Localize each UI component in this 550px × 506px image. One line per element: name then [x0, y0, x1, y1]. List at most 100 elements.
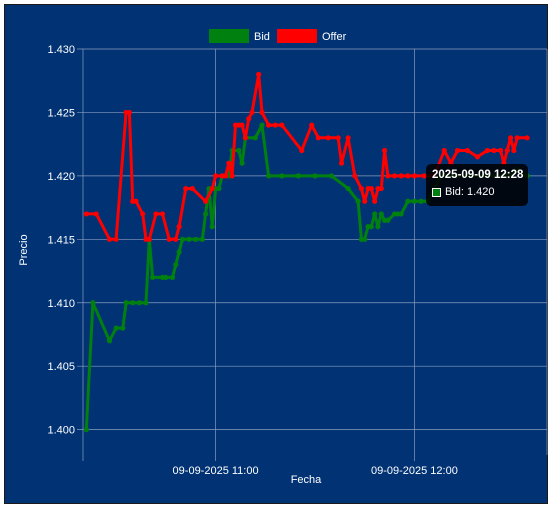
offer-data-point[interactable]	[126, 109, 132, 116]
offer-data-point[interactable]	[338, 160, 345, 166]
legend-swatch-offer[interactable]	[277, 29, 317, 43]
bid-data-point[interactable]	[378, 211, 384, 217]
offer-data-point[interactable]	[246, 116, 252, 122]
bid-data-point[interactable]	[236, 147, 242, 154]
bid-data-point[interactable]	[113, 325, 119, 331]
bid-data-point[interactable]	[405, 198, 411, 204]
bid-data-point[interactable]	[209, 224, 215, 230]
offer-data-point[interactable]	[504, 147, 510, 154]
offer-data-point[interactable]	[484, 147, 490, 154]
bid-data-point[interactable]	[239, 160, 245, 166]
bid-data-point[interactable]	[385, 217, 391, 223]
offer-data-point[interactable]	[209, 185, 215, 192]
offer-data-point[interactable]	[166, 236, 172, 242]
offer-data-point[interactable]	[454, 147, 461, 154]
offer-data-point[interactable]	[176, 224, 182, 230]
offer-data-point[interactable]	[299, 147, 305, 154]
bid-data-point[interactable]	[203, 211, 209, 217]
bid-data-point[interactable]	[179, 236, 186, 242]
offer-data-point[interactable]	[309, 122, 315, 128]
offer-data-point[interactable]	[411, 173, 418, 179]
offer-data-point[interactable]	[405, 173, 411, 179]
bid-data-point[interactable]	[150, 274, 156, 280]
offer-data-point[interactable]	[272, 122, 278, 128]
bid-data-point[interactable]	[163, 274, 169, 280]
offer-data-point[interactable]	[345, 135, 351, 141]
offer-data-point[interactable]	[382, 147, 388, 154]
offer-data-point[interactable]	[133, 198, 139, 204]
bid-data-point[interactable]	[130, 300, 136, 306]
offer-data-point[interactable]	[491, 147, 497, 154]
bid-data-point[interactable]	[418, 198, 424, 204]
bid-data-point[interactable]	[279, 173, 285, 179]
offer-data-point[interactable]	[474, 154, 480, 160]
bid-data-point[interactable]	[176, 249, 182, 255]
offer-data-point[interactable]	[398, 173, 404, 179]
offer-data-point[interactable]	[259, 109, 265, 116]
offer-data-point[interactable]	[441, 147, 447, 154]
offer-data-point[interactable]	[358, 185, 364, 192]
bid-data-point[interactable]	[136, 300, 142, 306]
offer-data-point[interactable]	[511, 147, 517, 154]
offer-data-point[interactable]	[239, 122, 245, 128]
offer-data-point[interactable]	[212, 173, 219, 179]
bid-data-point[interactable]	[312, 173, 318, 179]
offer-data-point[interactable]	[507, 135, 514, 141]
bid-data-point[interactable]	[328, 173, 335, 179]
bid-data-point[interactable]	[120, 325, 126, 331]
offer-data-point[interactable]	[266, 122, 272, 128]
bid-data-point[interactable]	[173, 262, 179, 268]
offer-data-point[interactable]	[229, 173, 235, 179]
offer-data-point[interactable]	[524, 135, 530, 141]
offer-data-point[interactable]	[83, 211, 89, 217]
offer-data-point[interactable]	[325, 135, 331, 141]
bid-data-point[interactable]	[259, 122, 265, 128]
offer-data-point[interactable]	[222, 173, 229, 179]
bid-data-point[interactable]	[216, 185, 222, 192]
offer-data-point[interactable]	[173, 236, 179, 242]
bid-data-point[interactable]	[90, 300, 96, 306]
offer-data-point[interactable]	[514, 135, 520, 141]
bid-data-point[interactable]	[186, 236, 192, 242]
offer-data-point[interactable]	[464, 147, 471, 154]
bid-data-point[interactable]	[252, 135, 258, 141]
offer-data-point[interactable]	[203, 198, 209, 204]
offer-data-point[interactable]	[140, 211, 146, 217]
offer-data-point[interactable]	[113, 236, 119, 242]
offer-data-point[interactable]	[106, 236, 113, 242]
offer-data-point[interactable]	[362, 198, 368, 204]
bid-data-point[interactable]	[362, 236, 368, 242]
offer-data-point[interactable]	[385, 173, 391, 179]
offer-data-point[interactable]	[372, 198, 378, 204]
bid-data-point[interactable]	[398, 211, 404, 217]
bid-data-point[interactable]	[368, 224, 374, 230]
offer-data-point[interactable]	[352, 173, 358, 179]
legend-swatch-bid[interactable]	[209, 29, 249, 43]
bid-data-point[interactable]	[345, 185, 351, 192]
bid-data-point[interactable]	[375, 224, 381, 230]
bid-data-point[interactable]	[372, 211, 378, 217]
offer-data-point[interactable]	[378, 185, 384, 192]
offer-data-point[interactable]	[498, 147, 504, 154]
offer-data-point[interactable]	[93, 211, 99, 217]
offer-data-point[interactable]	[226, 160, 232, 166]
offer-data-point[interactable]	[146, 236, 152, 242]
offer-data-point[interactable]	[256, 71, 262, 77]
bid-data-point[interactable]	[295, 173, 302, 179]
offer-data-point[interactable]	[368, 185, 374, 192]
bid-data-point[interactable]	[143, 300, 149, 306]
bid-data-point[interactable]	[411, 198, 418, 204]
offer-data-point[interactable]	[242, 135, 248, 141]
bid-data-point[interactable]	[169, 274, 176, 280]
offer-data-point[interactable]	[421, 173, 427, 179]
legend-label-bid[interactable]: Bid	[254, 31, 270, 43]
bid-data-point[interactable]	[123, 300, 129, 306]
bid-data-point[interactable]	[106, 338, 113, 344]
bid-data-point[interactable]	[193, 236, 199, 242]
bid-data-point[interactable]	[266, 173, 272, 179]
bid-data-point[interactable]	[83, 427, 89, 433]
legend[interactable]: Bid Offer	[209, 29, 347, 43]
offer-data-point[interactable]	[391, 173, 398, 179]
offer-data-point[interactable]	[153, 211, 159, 217]
offer-data-point[interactable]	[335, 135, 341, 141]
